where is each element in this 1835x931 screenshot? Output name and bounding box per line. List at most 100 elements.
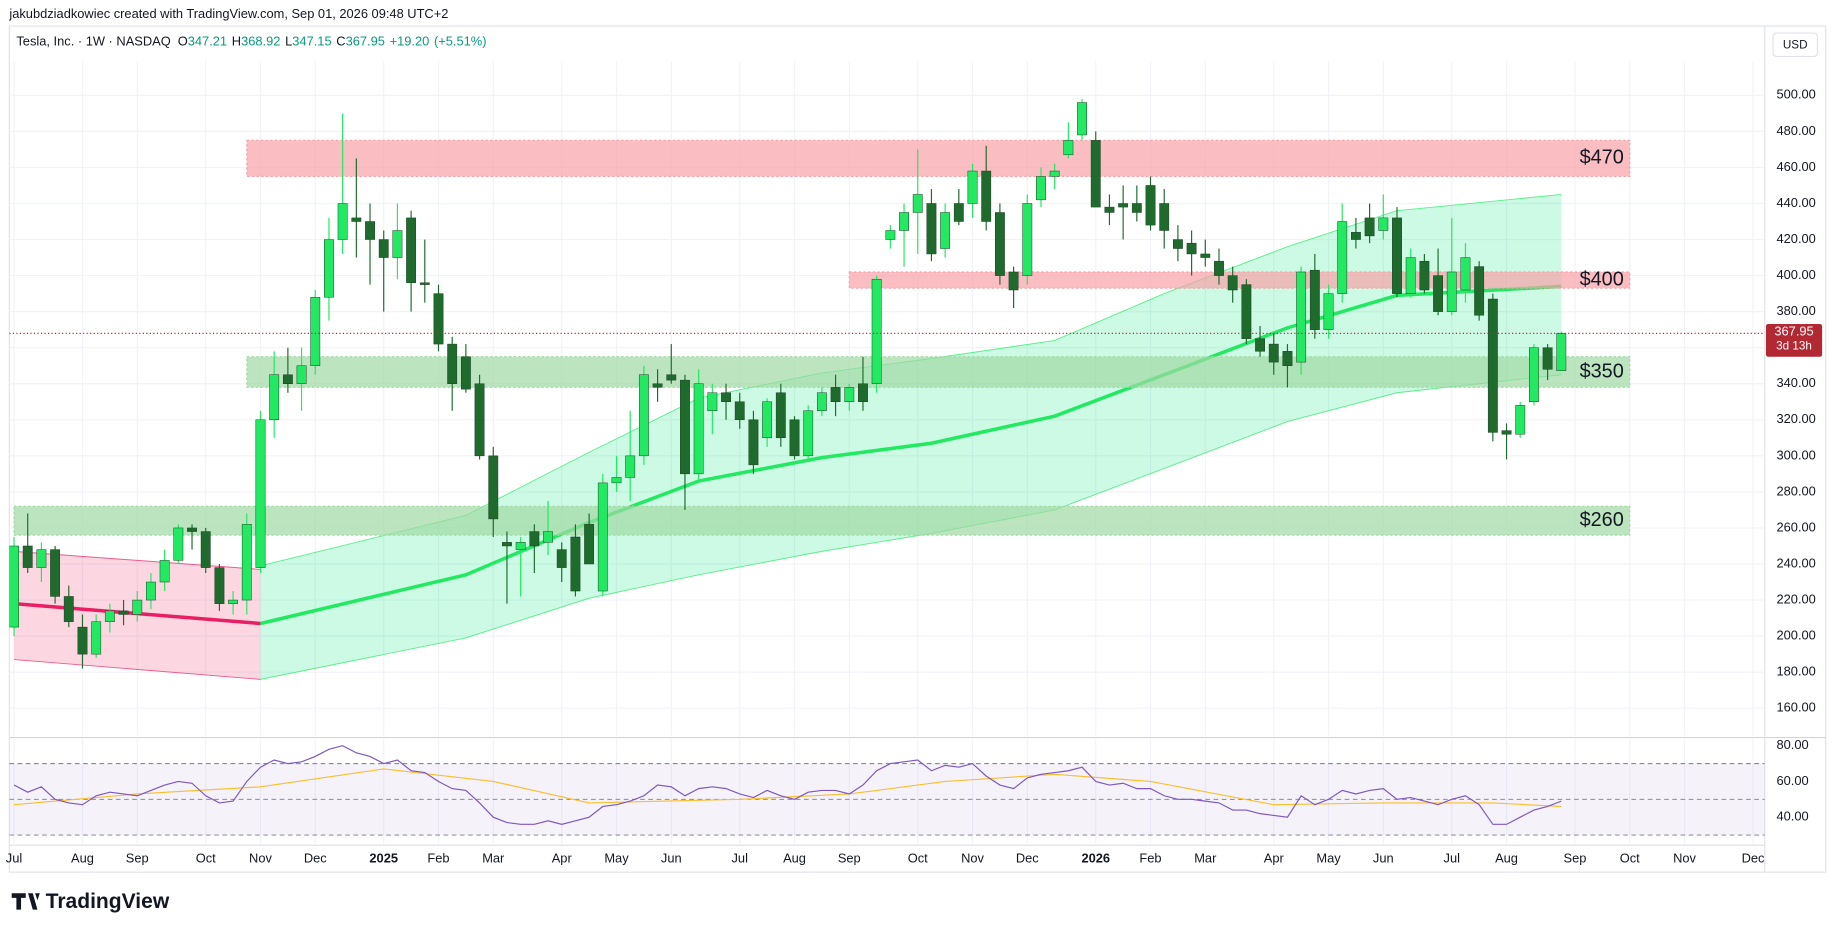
- y-tick-label: 200.00: [1776, 628, 1815, 643]
- candle-body: [1351, 232, 1361, 240]
- candle-body: [1172, 239, 1183, 249]
- candle-body: [1145, 185, 1156, 226]
- candle-body: [488, 455, 499, 520]
- zone-label: $350: [1580, 360, 1624, 382]
- candle-body: [1241, 284, 1252, 339]
- candle-body: [1474, 266, 1485, 316]
- x-tick-label: Aug: [1495, 851, 1518, 866]
- candle-body: [638, 374, 649, 457]
- candle-body: [1446, 271, 1457, 312]
- y-tick-label: 180.00: [1776, 664, 1815, 679]
- y-tick-label: 380.00: [1776, 303, 1815, 318]
- candle-body: [1405, 257, 1416, 294]
- x-tick-label: Dec: [1016, 851, 1039, 866]
- candle-body: [1186, 242, 1197, 255]
- candle-body: [666, 374, 677, 381]
- candle-body: [200, 531, 211, 568]
- candle-body: [1214, 260, 1224, 276]
- candle-body: [460, 356, 471, 390]
- candle-body: [214, 567, 225, 604]
- x-tick-label: Feb: [427, 851, 449, 866]
- candle-body: [146, 581, 156, 601]
- x-tick-label: May: [604, 851, 629, 866]
- candle-body: [1036, 176, 1046, 201]
- candle-body: [1090, 140, 1101, 208]
- candle-body: [597, 482, 608, 592]
- candle-body: [419, 282, 430, 285]
- candle-body: [734, 401, 745, 421]
- candle-body: [1131, 203, 1142, 213]
- candle-body: [789, 419, 800, 457]
- candle-body: [858, 383, 868, 403]
- x-tick-label: Jul: [732, 851, 748, 866]
- candle-body: [994, 212, 1005, 276]
- candle-body: [1337, 221, 1348, 294]
- rsi-tick-label: 40.00: [1776, 809, 1808, 824]
- y-tick-label: 460.00: [1776, 159, 1815, 174]
- channel-fill: [260, 194, 1562, 680]
- candle-body: [1515, 405, 1526, 435]
- candle-body: [1433, 275, 1443, 312]
- candle-body: [324, 239, 334, 298]
- candle-body: [1022, 203, 1033, 276]
- x-tick-label: May: [1316, 851, 1341, 866]
- candle-body: [187, 527, 197, 532]
- x-tick-label: Jun: [661, 851, 682, 866]
- candle-body: [406, 217, 417, 284]
- candle-body: [1296, 271, 1307, 363]
- x-tick-label: Jul: [6, 851, 22, 866]
- candle-body: [1118, 203, 1129, 208]
- y-tick-label: 400.00: [1776, 267, 1815, 282]
- legend-high: 368.92: [241, 34, 280, 49]
- candle-body: [310, 296, 321, 366]
- candle-body: [9, 545, 19, 628]
- candle-body: [1309, 269, 1320, 330]
- y-tick-label: 260.00: [1776, 519, 1815, 534]
- last-price-box: [1765, 323, 1823, 357]
- brand: TradingView: [46, 890, 170, 913]
- candle-body: [912, 194, 923, 213]
- legend-letter: C: [336, 34, 345, 49]
- x-tick-label: Oct: [196, 851, 216, 866]
- x-tick-label: Oct: [1620, 851, 1640, 866]
- candle-body: [570, 536, 581, 592]
- candle-body: [173, 527, 184, 561]
- candle-body: [474, 383, 485, 457]
- candle-body: [502, 542, 512, 547]
- y-tick-label: 440.00: [1776, 195, 1815, 210]
- candle-body: [1556, 333, 1567, 371]
- zone: [246, 356, 1631, 388]
- candle-body: [77, 626, 88, 655]
- legend-close: 367.95: [346, 34, 385, 49]
- y-tick-label: 500.00: [1776, 87, 1815, 102]
- candle-body: [1460, 257, 1471, 291]
- y-tick-label: 300.00: [1776, 447, 1815, 462]
- candle-body: [1392, 217, 1402, 294]
- symbol-title: Tesla, Inc. · 1W · NASDAQ: [16, 34, 170, 49]
- candle-body: [625, 455, 636, 478]
- candle-body: [543, 531, 553, 543]
- candle-body: [337, 203, 348, 240]
- candle-body: [50, 549, 61, 597]
- legend-letter: H: [232, 34, 241, 49]
- candle-body: [1364, 217, 1375, 237]
- x-tick-label: Nov: [961, 851, 984, 866]
- rsi-line: [13, 745, 1562, 825]
- candle-body: [296, 365, 307, 384]
- candle-body: [844, 387, 855, 403]
- candle-body: [351, 217, 362, 222]
- candle-body: [748, 419, 759, 466]
- x-tick-label: Feb: [1139, 851, 1161, 866]
- candle-body: [365, 221, 375, 240]
- candle-body: [611, 477, 622, 484]
- x-tick-label: Apr: [1264, 851, 1285, 866]
- currency-button[interactable]: [1772, 32, 1819, 58]
- candle-body: [1378, 217, 1389, 231]
- candle-body: [1542, 347, 1553, 370]
- candle-body: [1487, 298, 1498, 433]
- candle-body: [104, 610, 115, 622]
- zone-label: $400: [1580, 268, 1624, 290]
- candle-body: [91, 621, 102, 655]
- candle-body: [1077, 102, 1087, 136]
- candle-body: [1323, 293, 1334, 330]
